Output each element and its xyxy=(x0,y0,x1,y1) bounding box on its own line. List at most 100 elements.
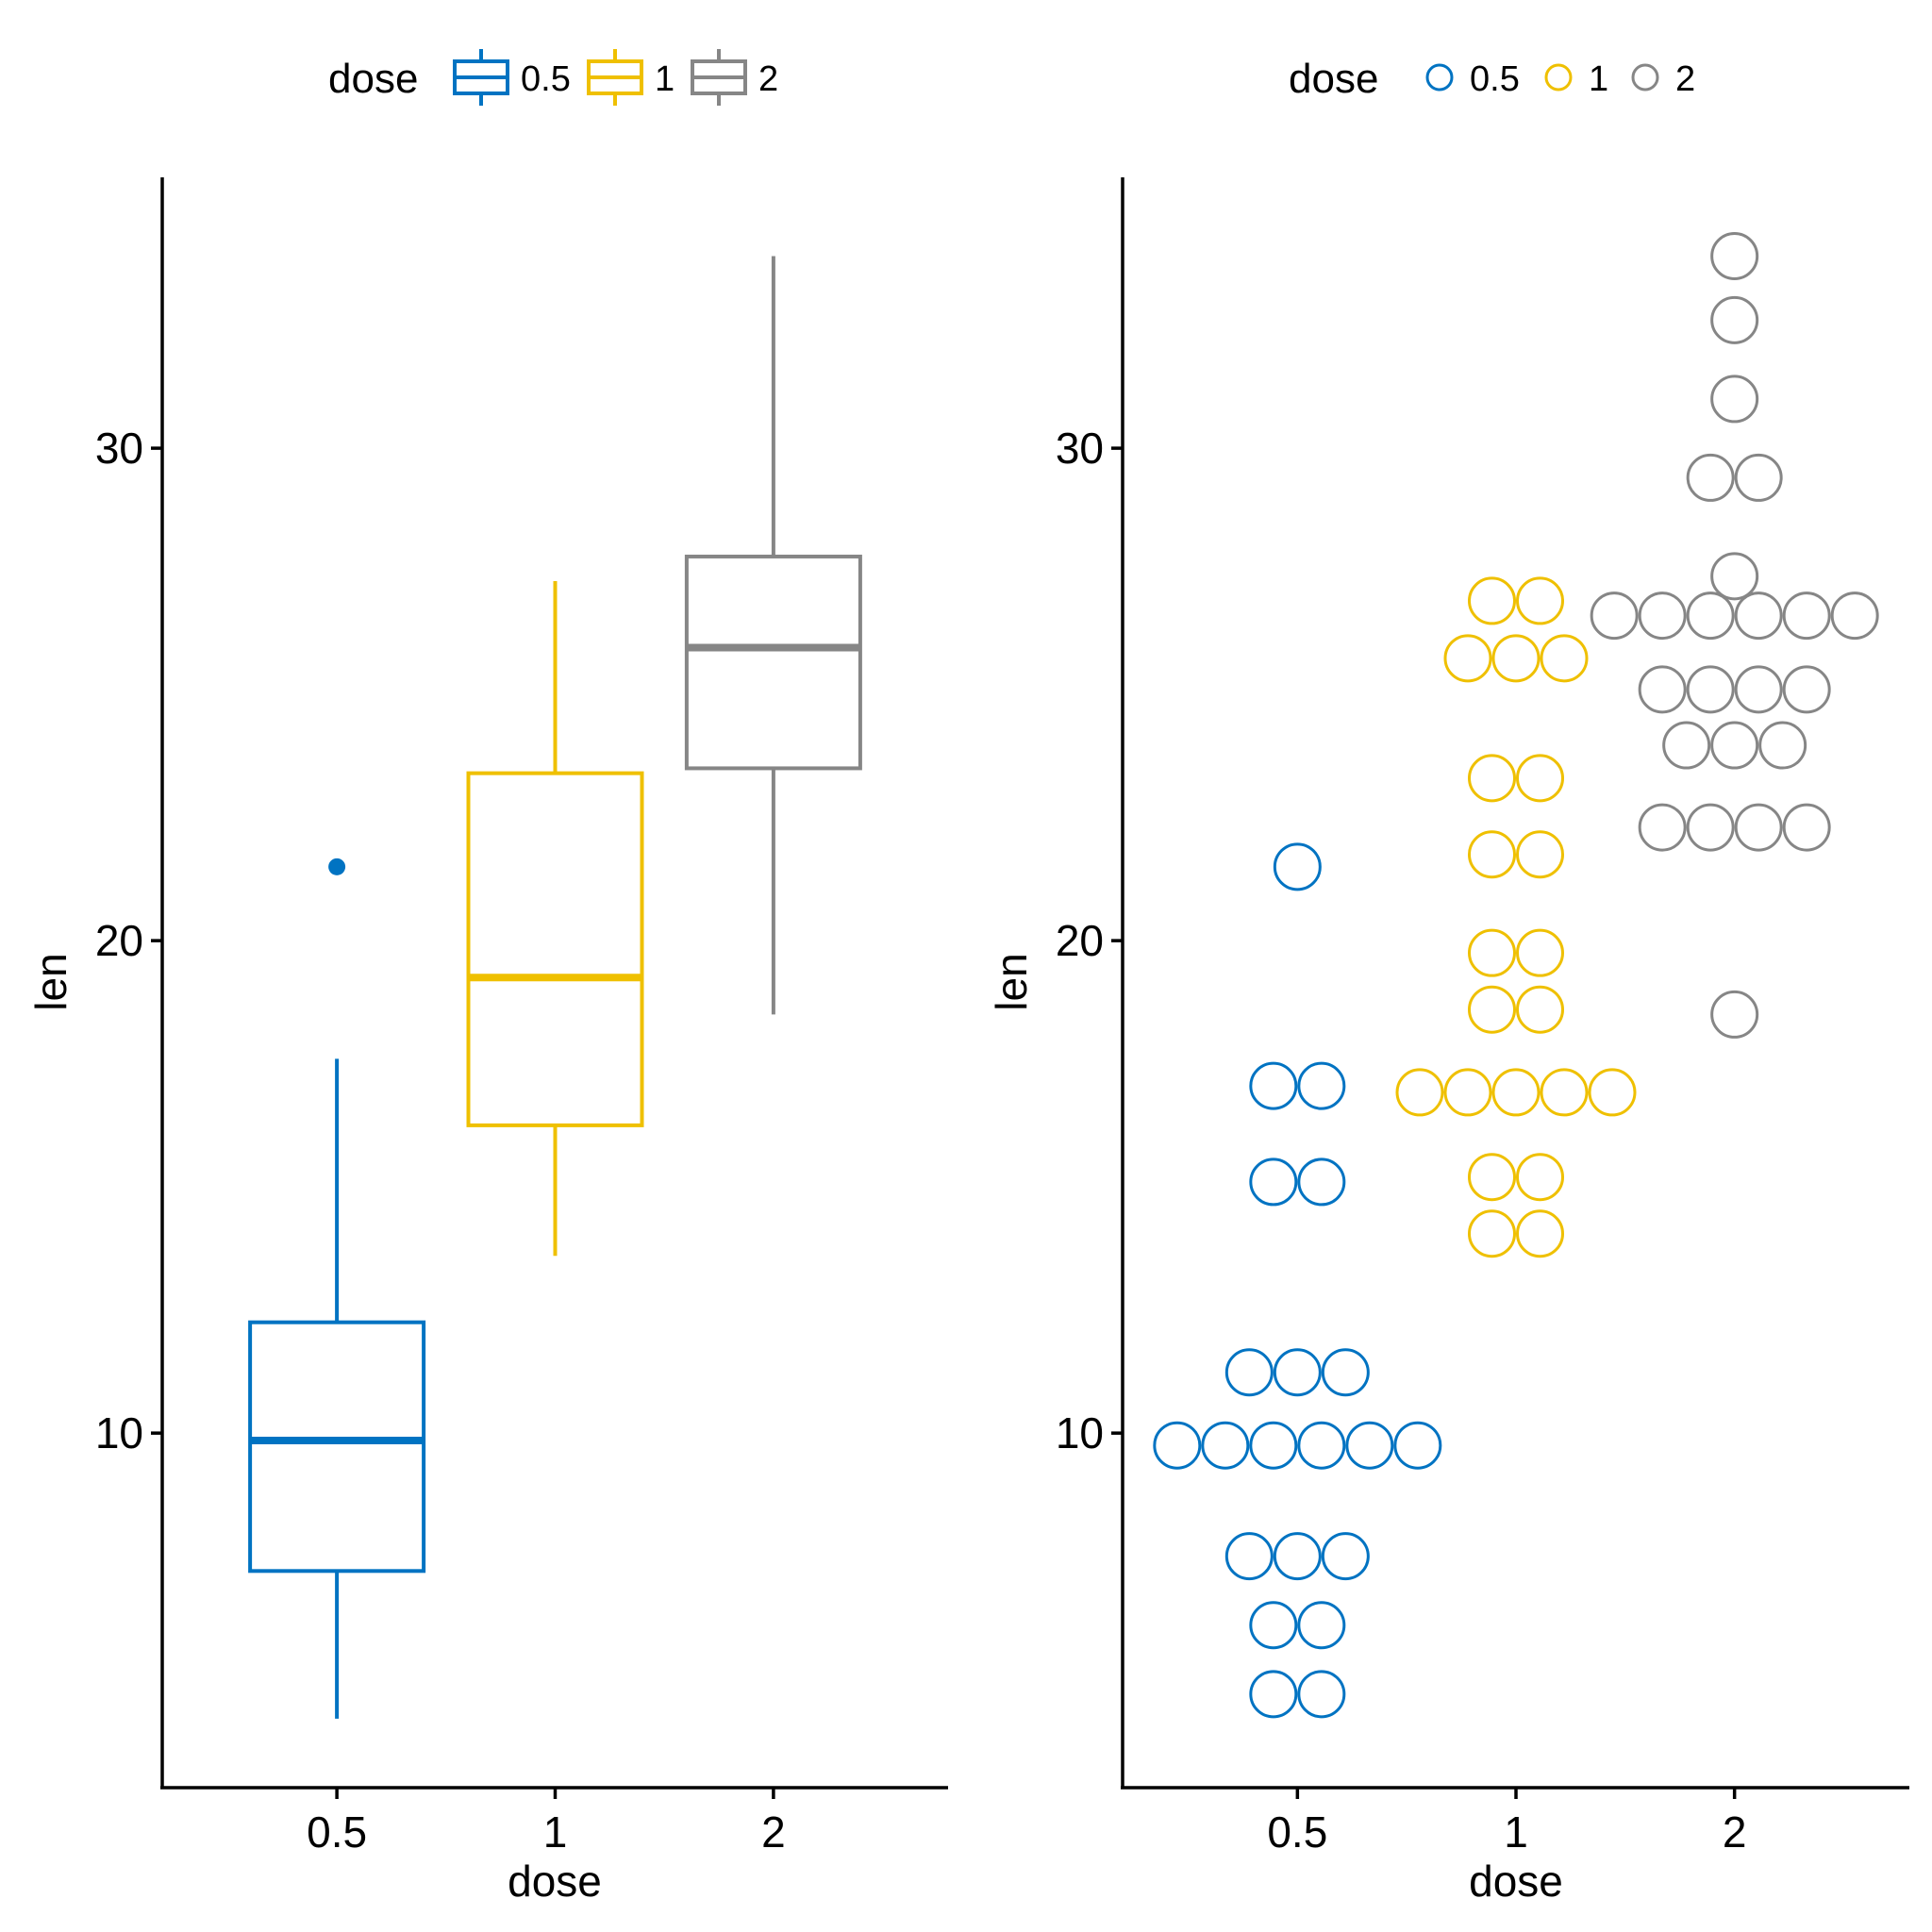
dot-1 xyxy=(1443,1068,1492,1117)
dot-1 xyxy=(1468,985,1516,1034)
dot-1 xyxy=(1516,985,1564,1034)
legend-label-1: 1 xyxy=(1589,59,1608,99)
dot-2 xyxy=(1686,453,1735,502)
left-x-tick-label: 2 xyxy=(761,1807,786,1857)
dot-2 xyxy=(1830,591,1879,641)
legend-key-box-0_5 xyxy=(453,49,509,106)
dot-2 xyxy=(1590,591,1639,641)
box-outlier-point xyxy=(328,858,346,875)
dot-2 xyxy=(1710,990,1759,1039)
dot-0_5 xyxy=(1273,842,1322,891)
dot-0_5 xyxy=(1249,1601,1298,1650)
dot-2 xyxy=(1710,375,1759,424)
right-legend: dose 0.5 1 2 xyxy=(1289,56,1695,102)
legend-key-circle-2 xyxy=(1631,63,1659,92)
left-legend: dose 0.5 1 2 xyxy=(328,49,778,106)
dot-1 xyxy=(1516,928,1564,977)
dot-2 xyxy=(1782,665,1831,714)
dot-2 xyxy=(1662,721,1711,770)
dot-1 xyxy=(1516,754,1564,803)
dot-2 xyxy=(1734,803,1783,852)
dot-0_5 xyxy=(1249,1670,1298,1719)
dot-2 xyxy=(1710,295,1759,344)
dot-2 xyxy=(1638,803,1687,852)
dot-1 xyxy=(1516,576,1564,625)
dot-2 xyxy=(1734,665,1783,714)
dot-2 xyxy=(1638,665,1687,714)
right-x-tick-label: 2 xyxy=(1723,1807,1747,1857)
legend-key-circle-1 xyxy=(1544,63,1573,92)
box-rect xyxy=(248,1320,426,1574)
left-y-tick-label: 10 xyxy=(95,1408,143,1457)
dot-2 xyxy=(1734,591,1783,641)
legend-label-1: 1 xyxy=(655,59,675,99)
box-rect xyxy=(466,771,644,1127)
dot-0_5 xyxy=(1297,1061,1346,1110)
left-x-tick-label: 0.5 xyxy=(307,1807,367,1857)
legend-label-2: 2 xyxy=(1675,59,1695,99)
dot-0_5 xyxy=(1273,1348,1322,1397)
dot-2 xyxy=(1710,721,1759,770)
dot-1 xyxy=(1395,1068,1444,1117)
dot-0_5 xyxy=(1249,1158,1298,1207)
dot-2 xyxy=(1782,803,1831,852)
right-legend-title: dose xyxy=(1289,56,1378,102)
dot-1 xyxy=(1540,1068,1589,1117)
legend-key-circle-0_5 xyxy=(1425,63,1454,92)
dot-1 xyxy=(1516,1153,1564,1202)
dot-0_5 xyxy=(1321,1532,1370,1581)
legend-label-0_5: 0.5 xyxy=(1470,59,1520,99)
dot-0_5 xyxy=(1249,1421,1298,1470)
dot-2 xyxy=(1710,552,1759,601)
dot-2 xyxy=(1638,591,1687,641)
legend-label-0_5: 0.5 xyxy=(521,59,571,99)
dot-0_5 xyxy=(1153,1421,1202,1470)
box-1 xyxy=(466,581,644,1257)
dot-1 xyxy=(1588,1068,1637,1117)
right-x-axis-title: dose xyxy=(1469,1857,1563,1906)
right-y-tick-label: 10 xyxy=(1056,1408,1104,1457)
dot-1 xyxy=(1516,1209,1564,1258)
right-x-tick-label: 0.5 xyxy=(1267,1807,1327,1857)
dot-1 xyxy=(1468,830,1516,879)
left-y-axis-title: len xyxy=(26,953,75,1010)
box-0_5 xyxy=(248,858,426,1719)
legend-label-2: 2 xyxy=(758,59,778,99)
dot-2 xyxy=(1758,721,1807,770)
left-y-tick-label: 20 xyxy=(95,916,143,965)
dot-2 xyxy=(1782,591,1831,641)
dot-0_5 xyxy=(1297,1670,1346,1719)
dot-1 xyxy=(1468,576,1516,625)
dot-2 xyxy=(1734,453,1783,502)
dot-0_5 xyxy=(1273,1532,1322,1581)
box-rect xyxy=(684,554,862,771)
dot-0_5 xyxy=(1224,1348,1274,1397)
left-y-tick-label: 30 xyxy=(95,424,143,473)
right-y-tick-label: 20 xyxy=(1056,916,1104,965)
dot-1 xyxy=(1468,1209,1516,1258)
dot-0_5 xyxy=(1297,1421,1346,1470)
dot-0_5 xyxy=(1321,1348,1370,1397)
left-x-axis-title: dose xyxy=(508,1857,602,1906)
left-legend-title: dose xyxy=(328,56,418,102)
dot-1 xyxy=(1443,634,1492,683)
dot-2 xyxy=(1710,232,1759,281)
dot-1 xyxy=(1516,830,1564,879)
dot-0_5 xyxy=(1201,1421,1250,1470)
dot-0_5 xyxy=(1297,1601,1346,1650)
dot-0_5 xyxy=(1393,1421,1442,1470)
right-x-tick-label: 1 xyxy=(1504,1807,1528,1857)
dot-1 xyxy=(1468,754,1516,803)
dot-2 xyxy=(1686,591,1735,641)
dot-0_5 xyxy=(1224,1532,1274,1581)
dot-2 xyxy=(1686,665,1735,714)
left-panel: 10 20 30 0.5 1 2 dose len xyxy=(26,177,948,1906)
dot-0_5 xyxy=(1297,1158,1346,1207)
dot-2 xyxy=(1686,803,1735,852)
right-panel: 10 20 30 0.5 1 2 dose len xyxy=(987,177,1909,1906)
right-y-tick-label: 30 xyxy=(1056,424,1104,473)
dot-1 xyxy=(1491,1068,1541,1117)
legend-key-box-2 xyxy=(691,49,747,106)
dot-1 xyxy=(1491,634,1541,683)
